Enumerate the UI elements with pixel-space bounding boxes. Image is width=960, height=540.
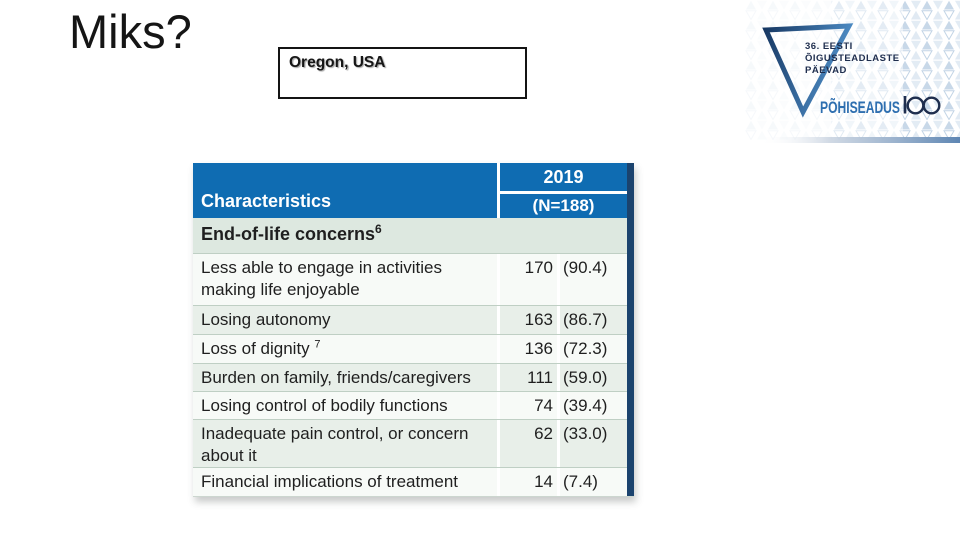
- logo-line2: ÕIGUSTEADLASTE: [805, 53, 900, 64]
- table-section-row: End-of-life concerns6: [193, 218, 634, 253]
- row-percent: (90.4): [560, 254, 627, 305]
- row-label: Losing control of bodily functions: [201, 396, 448, 415]
- callout-box: Oregon, USA: [278, 47, 527, 99]
- row-count: 74: [500, 392, 557, 419]
- number-100-glyph: [903, 96, 941, 115]
- row-percent: (59.0): [560, 364, 627, 391]
- row-label: Loss of dignity: [201, 339, 315, 358]
- row-label: Burden on family, friends/caregivers: [201, 368, 471, 387]
- row-footnote: 7: [314, 338, 321, 351]
- table-row: Burden on family, friends/caregivers 111…: [193, 363, 634, 391]
- row-percent: (39.4): [560, 392, 627, 419]
- row-count: 14: [500, 468, 557, 496]
- col-header-2019-block: 2019 (N=188): [500, 163, 627, 218]
- row-label: Less able to engage in activities making…: [201, 258, 442, 299]
- col-header-n: (N=188): [532, 196, 595, 215]
- page-title: Miks?: [69, 5, 192, 58]
- table-row: Less able to engage in activities making…: [193, 253, 634, 305]
- header-divider: [500, 191, 627, 194]
- row-count: 170: [500, 254, 557, 305]
- row-label: Financial implications of treatment: [201, 472, 459, 491]
- table-row: Losing control of bodily functions 74 (3…: [193, 391, 634, 419]
- section-label: End-of-life concerns: [201, 224, 376, 244]
- row-percent: (33.0): [560, 420, 627, 467]
- col-header-characteristics: Characteristics: [193, 163, 497, 218]
- logo-triangle-icon: [762, 23, 854, 118]
- callout-text: Oregon, USA: [289, 54, 386, 71]
- table-header: Characteristics 2019 (N=188): [193, 163, 634, 218]
- logo-line3: PÄEVAD: [805, 65, 847, 76]
- col-header-year: 2019: [543, 166, 584, 187]
- table-row: Losing autonomy 163 (86.7): [193, 305, 634, 334]
- study-table: Characteristics 2019 (N=188) End-of-life…: [193, 163, 634, 497]
- row-percent: (72.3): [560, 335, 627, 363]
- table-row: Inadequate pain control, or concern abou…: [193, 419, 634, 467]
- row-count: 136: [500, 335, 557, 363]
- logo-wordmark: PÕHISEADUS: [820, 97, 900, 117]
- table-right-rule: [627, 163, 634, 496]
- logo-line1: 36. EESTI: [805, 41, 853, 52]
- row-count: 111: [500, 364, 557, 391]
- table-row: Loss of dignity 7 136 (72.3): [193, 334, 634, 363]
- triangle-pattern-background: [745, 0, 960, 140]
- row-count: 62: [500, 420, 557, 467]
- table-row: Financial implications of treatment 14 (…: [193, 467, 634, 496]
- section-footnote: 6: [375, 222, 382, 236]
- row-percent: (7.4): [560, 468, 627, 496]
- header-column-gap: [497, 163, 500, 218]
- row-count: 163: [500, 306, 557, 334]
- row-label: Losing autonomy: [201, 310, 331, 329]
- row-percent: (86.7): [560, 306, 627, 334]
- logo-event-name: 36. EESTI ÕIGUSTEADLASTE PÄEVAD: [805, 41, 900, 76]
- logo-underline-bar: [759, 137, 960, 143]
- conference-logo: 36. EESTI ÕIGUSTEADLASTE PÄEVAD PÕHISEAD…: [745, 0, 960, 143]
- row-label: Inadequate pain control, or concern abou…: [201, 424, 469, 465]
